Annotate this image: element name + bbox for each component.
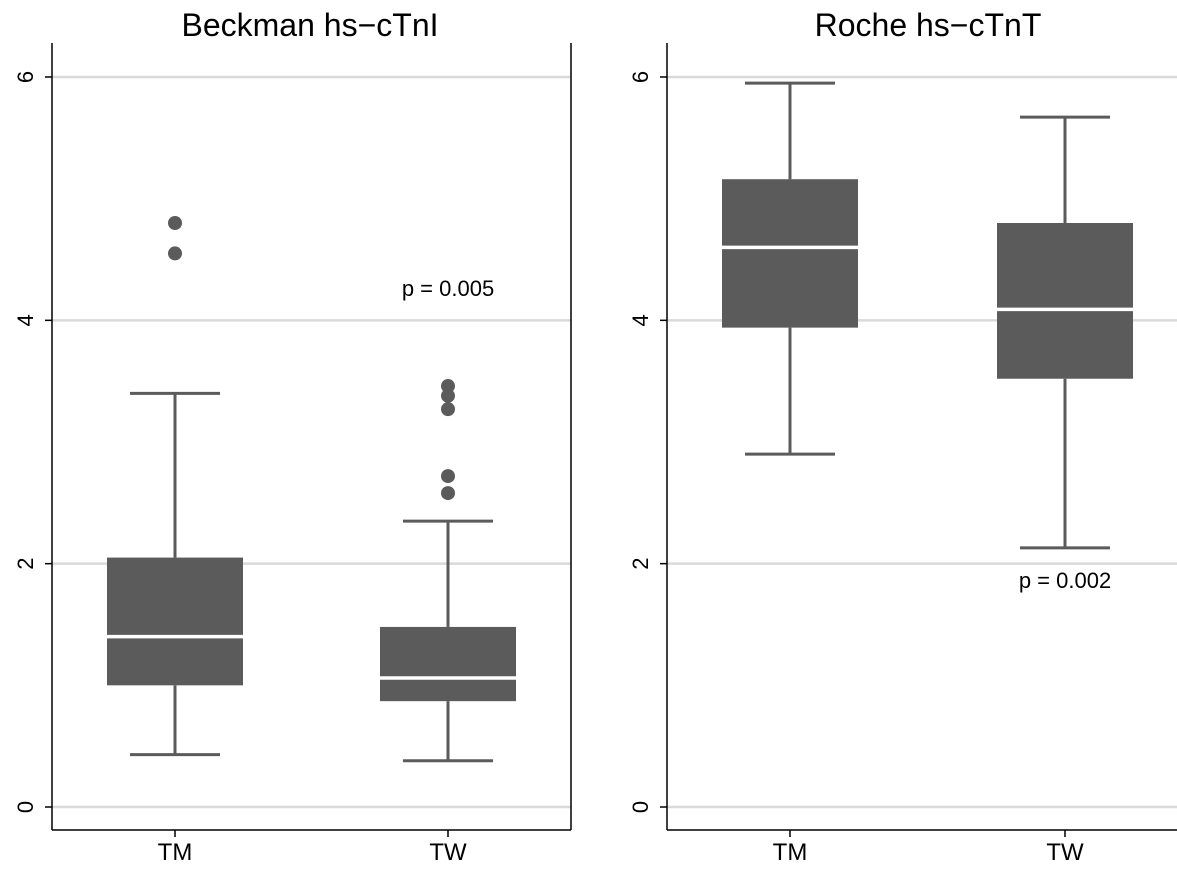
p-value-annotation: p = 0.005 bbox=[402, 276, 494, 301]
iqr-box bbox=[107, 557, 243, 686]
iqr-box bbox=[380, 626, 516, 702]
p-value-annotation: p = 0.002 bbox=[1019, 568, 1111, 593]
box-tw bbox=[380, 379, 516, 763]
y-tick-label: 2 bbox=[13, 558, 38, 570]
y-tick-label: 0 bbox=[13, 801, 38, 813]
panel-2: Roche hs−cTnT 0 2 4 6 TM TW p = 0.002 bbox=[628, 7, 1177, 866]
y-tick-label: 0 bbox=[628, 801, 653, 813]
outlier-point bbox=[168, 246, 182, 261]
x-tick-label: TW bbox=[1046, 839, 1084, 865]
y-tick-label: 4 bbox=[13, 314, 38, 326]
outlier-point bbox=[441, 469, 455, 484]
box-tw bbox=[997, 115, 1133, 550]
outlier-point bbox=[441, 388, 455, 403]
iqr-box bbox=[997, 223, 1133, 379]
box-tm bbox=[722, 81, 858, 456]
box-tm bbox=[107, 216, 243, 757]
iqr-box bbox=[722, 179, 858, 328]
x-tick-label: TW bbox=[429, 839, 467, 865]
y-tick-label: 6 bbox=[13, 71, 38, 83]
x-tick-label: TM bbox=[158, 839, 193, 865]
y-tick-label: 2 bbox=[628, 558, 653, 570]
chart-title: Roche hs−cTnT bbox=[815, 7, 1042, 43]
outlier-point bbox=[441, 402, 455, 417]
panel-1: Beckman hs−cTnI 0 2 4 6 TM TW p = 0.005 bbox=[13, 7, 572, 866]
y-tick-label: 6 bbox=[628, 71, 653, 83]
y-tick-label: 4 bbox=[628, 314, 653, 326]
outlier-point bbox=[441, 379, 455, 394]
x-tick-label: TM bbox=[773, 839, 808, 865]
outlier-point bbox=[441, 486, 455, 501]
chart-title: Beckman hs−cTnI bbox=[182, 7, 439, 43]
outlier-point bbox=[168, 216, 182, 230]
